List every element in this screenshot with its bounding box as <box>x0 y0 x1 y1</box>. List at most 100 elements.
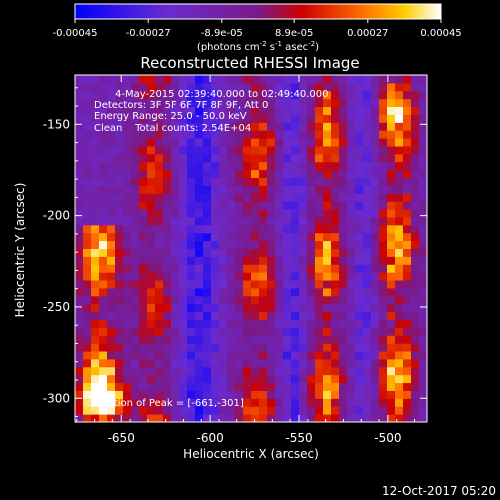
heatmap-cell <box>347 153 356 163</box>
heatmap-cell <box>171 82 180 92</box>
heatmap-cell <box>211 75 220 84</box>
heatmap-cell <box>171 240 180 249</box>
heatmap-cell <box>219 398 228 407</box>
heatmap-cell <box>419 374 428 384</box>
heatmap-cell <box>163 382 172 391</box>
heatmap-cell <box>395 319 404 328</box>
heatmap-cell <box>227 406 236 415</box>
heatmap-cell <box>379 122 388 131</box>
heatmap-cell <box>371 90 380 100</box>
heatmap-cell <box>267 414 276 423</box>
heatmap-cell <box>267 185 276 194</box>
heatmap-cell <box>131 295 140 305</box>
heatmap-cell <box>155 311 164 320</box>
heatmap-cell <box>291 351 300 360</box>
heatmap-cell <box>339 351 348 360</box>
heatmap-cell <box>139 185 148 194</box>
heatmap-cell <box>275 264 284 273</box>
heatmap-cell <box>163 374 172 384</box>
heatmap-cell <box>195 280 204 289</box>
heatmap-cell <box>147 272 156 281</box>
heatmap-cell <box>195 161 204 171</box>
heatmap-cell <box>163 201 172 210</box>
heatmap-cell <box>315 280 324 289</box>
heatmap-cell <box>227 319 236 328</box>
heatmap-cell <box>219 335 228 344</box>
heatmap-cell <box>331 130 340 139</box>
heatmap-cell <box>307 185 316 194</box>
heatmap-cell <box>307 287 316 297</box>
heatmap-cell <box>115 311 124 320</box>
heatmap-cell <box>171 398 180 407</box>
heatmap-cell <box>267 280 276 289</box>
heatmap-cell <box>75 351 84 360</box>
heatmap-cell <box>123 201 132 210</box>
heatmap-cell <box>411 98 420 108</box>
heatmap-cell <box>211 351 220 360</box>
heatmap-cell <box>275 319 284 328</box>
heatmap-cell <box>211 287 220 297</box>
heatmap-cell <box>379 382 388 391</box>
heatmap-cell <box>283 169 292 179</box>
heatmap-cell <box>123 358 132 368</box>
heatmap-cell <box>163 106 172 115</box>
heatmap-cell <box>419 177 428 186</box>
heatmap-cell <box>139 414 148 423</box>
heatmap-cell <box>419 145 428 155</box>
heatmap-cell <box>387 201 396 210</box>
heatmap-cell <box>363 193 372 202</box>
heatmap-cell <box>155 366 164 376</box>
heatmap-cell <box>235 351 244 360</box>
heatmap-cell <box>163 82 172 92</box>
heatmap-cell <box>299 327 308 336</box>
heatmap-cell <box>371 98 380 108</box>
heatmap-cell <box>155 414 164 423</box>
heatmap-cell <box>251 90 260 100</box>
heatmap-cell <box>203 351 212 360</box>
heatmap-cell <box>235 311 244 320</box>
heatmap-cell <box>203 335 212 344</box>
heatmap-cell <box>83 280 92 289</box>
heatmap-cell <box>323 98 332 108</box>
heatmap-cell <box>187 358 196 368</box>
heatmap-cell <box>291 335 300 344</box>
heatmap-cell <box>323 311 332 320</box>
heatmap-cell <box>131 114 140 123</box>
heatmap-cell <box>315 75 324 84</box>
heatmap-cell <box>179 319 188 328</box>
heatmap-cell <box>195 216 204 226</box>
heatmap-cell <box>219 90 228 100</box>
heatmap-cell <box>235 130 244 139</box>
heatmap-cell <box>251 295 260 305</box>
heatmap-cell <box>75 287 84 297</box>
heatmap-cell <box>331 374 340 384</box>
heatmap-cell <box>419 287 428 297</box>
heatmap-cell <box>347 122 356 131</box>
heatmap-cell <box>403 335 412 344</box>
heatmap-cell <box>331 256 340 265</box>
heatmap-cell <box>163 224 172 234</box>
heatmap-cell <box>139 130 148 139</box>
heatmap-cell <box>331 232 340 242</box>
heatmap-cell <box>315 209 324 218</box>
heatmap-cell <box>291 169 300 179</box>
heatmap-cell <box>419 311 428 320</box>
heatmap-cell <box>123 374 132 384</box>
heatmap-cell <box>219 177 228 186</box>
heatmap-cell <box>323 351 332 360</box>
heatmap-cell <box>387 248 396 257</box>
heatmap-cell <box>331 209 340 218</box>
heatmap-cell <box>99 145 108 155</box>
heatmap-cell <box>323 358 332 368</box>
heatmap-cell <box>115 295 124 305</box>
heatmap-cell <box>291 390 300 399</box>
heatmap-cell <box>259 256 268 265</box>
heatmap-cell <box>187 169 196 179</box>
heatmap-cell <box>259 177 268 186</box>
heatmap-cell <box>387 382 396 391</box>
heatmap-cell <box>91 414 100 423</box>
heatmap-cell <box>163 295 172 305</box>
heatmap-cell <box>355 272 364 281</box>
heatmap-cell <box>331 106 340 115</box>
heatmap-cell <box>163 390 172 399</box>
